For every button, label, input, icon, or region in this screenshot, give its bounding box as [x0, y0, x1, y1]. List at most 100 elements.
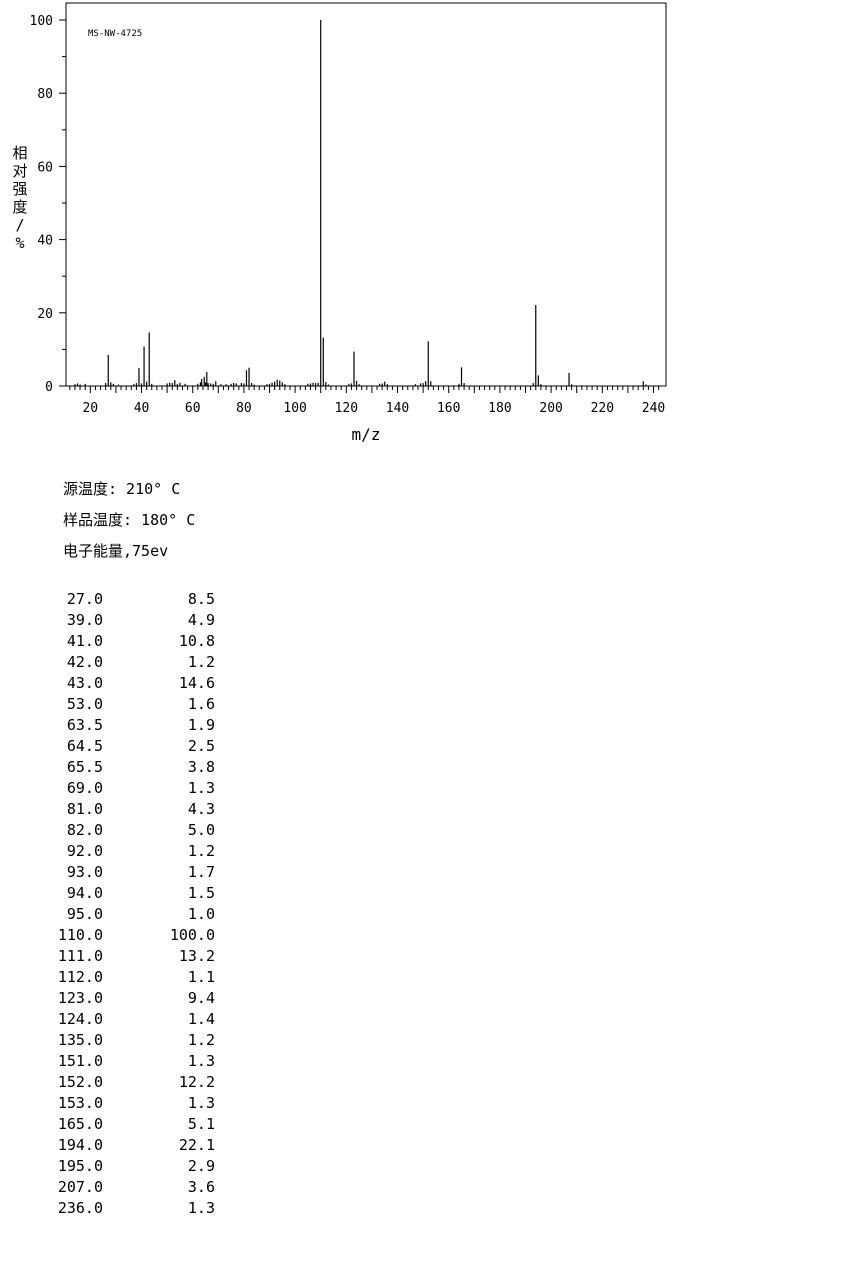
- abundance-value: 4.9: [187, 611, 215, 629]
- y-tick-label: 40: [37, 234, 53, 249]
- plot-frame: [65, 2, 667, 387]
- mz-value: 92.0: [66, 842, 103, 860]
- abundance-value: 1.6: [187, 695, 215, 713]
- table-row: 65.5 3.8: [40, 757, 215, 778]
- table-row: 123.0 9.4: [40, 988, 215, 1009]
- abundance-value: 1.9: [187, 716, 215, 734]
- table-row: 69.0 1.3: [40, 778, 215, 799]
- table-row: 111.0 13.2: [40, 946, 215, 967]
- x-tick-label: 40: [134, 401, 150, 416]
- table-row: 53.0 1.6: [40, 694, 215, 715]
- mz-value: 27.0: [66, 590, 103, 608]
- mz-value: 195.0: [57, 1157, 103, 1175]
- y-tick-label: 80: [37, 87, 53, 102]
- mz-value: 94.0: [66, 884, 103, 902]
- x-tick-label: 160: [437, 401, 460, 416]
- mz-value: 153.0: [57, 1094, 103, 1112]
- mz-value: 53.0: [66, 695, 103, 713]
- abundance-value: 12.2: [178, 1073, 215, 1091]
- mz-value: 236.0: [57, 1199, 103, 1217]
- y-axis-label: 相对强度/%: [12, 144, 27, 252]
- x-tick-label: 200: [539, 401, 562, 416]
- table-row: 207.0 3.6: [40, 1177, 215, 1198]
- x-axis-label: m/z: [352, 425, 381, 444]
- mz-value: 93.0: [66, 863, 103, 881]
- mz-value: 95.0: [66, 905, 103, 923]
- abundance-value: 5.0: [187, 821, 215, 839]
- table-row: 165.0 5.1: [40, 1114, 215, 1135]
- abundance-value: 1.3: [187, 779, 215, 797]
- table-row: 194.0 22.1: [40, 1135, 215, 1156]
- abundance-value: 100.0: [169, 926, 215, 944]
- x-tick-label: 100: [283, 401, 306, 416]
- abundance-value: 8.5: [187, 590, 215, 608]
- table-row: 43.0 14.6: [40, 673, 215, 694]
- abundance-value: 2.9: [187, 1157, 215, 1175]
- spectrum-peaks: [74, 20, 647, 386]
- table-row: 152.0 12.2: [40, 1072, 215, 1093]
- mz-value: 82.0: [66, 821, 103, 839]
- mass-spectrum-chart: 20 40 60 80 100 120 140 160 180 200 220 240 0 20 40 60…: [12, 2, 667, 444]
- mz-value: 41.0: [66, 632, 103, 650]
- y-axis-ticks: 0 20 40 60 80 100: [30, 14, 66, 395]
- table-row: 42.0 1.2: [40, 652, 215, 673]
- chart-title: MS-NW-4725: [88, 29, 142, 39]
- table-row: 110.0 100.0: [40, 925, 215, 946]
- abundance-value: 13.2: [178, 947, 215, 965]
- abundance-value: 1.3: [187, 1052, 215, 1070]
- abundance-value: 1.2: [187, 653, 215, 671]
- abundance-value: 22.1: [178, 1136, 215, 1154]
- abundance-value: 1.4: [187, 1010, 215, 1028]
- abundance-value: 10.8: [178, 632, 215, 650]
- table-row: 63.5 1.9: [40, 715, 215, 736]
- mz-value: 194.0: [57, 1136, 103, 1154]
- table-row: 151.0 1.3: [40, 1051, 215, 1072]
- x-tick-label: 20: [82, 401, 98, 416]
- mz-value: 207.0: [57, 1178, 103, 1196]
- electron-energy: 电子能量,75ev: [63, 542, 169, 560]
- mz-value: 43.0: [66, 674, 103, 692]
- mz-value: 151.0: [57, 1052, 103, 1070]
- y-tick-label: 60: [37, 160, 53, 175]
- mz-value: 135.0: [57, 1031, 103, 1049]
- table-row: 195.0 2.9: [40, 1156, 215, 1177]
- x-tick-label: 140: [386, 401, 409, 416]
- abundance-value: 5.1: [187, 1115, 215, 1133]
- mz-value: 112.0: [57, 968, 103, 986]
- mz-value: 110.0: [57, 926, 103, 944]
- table-row: 112.0 1.1: [40, 967, 215, 988]
- abundance-value: 1.0: [187, 905, 215, 923]
- mz-value: 64.5: [66, 737, 103, 755]
- table-row: 41.0 10.8: [40, 631, 215, 652]
- abundance-value: 1.1: [187, 968, 215, 986]
- y-tick-label: 20: [37, 307, 53, 322]
- abundance-value: 1.3: [187, 1199, 215, 1217]
- sample-temperature: 样品温度: 180° C: [63, 511, 196, 529]
- mz-value: 81.0: [66, 800, 103, 818]
- abundance-value: 1.7: [187, 863, 215, 881]
- x-tick-label: 180: [488, 401, 511, 416]
- table-row: 236.0 1.3: [40, 1198, 215, 1219]
- mz-value: 123.0: [57, 989, 103, 1007]
- source-temperature: 源温度: 210° C: [63, 480, 181, 498]
- table-row: 92.0 1.2: [40, 841, 215, 862]
- table-row: 135.0 1.2: [40, 1030, 215, 1051]
- abundance-value: 1.5: [187, 884, 215, 902]
- table-row: 94.0 1.5: [40, 883, 215, 904]
- mz-value: 42.0: [66, 653, 103, 671]
- mz-value: 152.0: [57, 1073, 103, 1091]
- mz-value: 63.5: [66, 716, 103, 734]
- mz-value: 69.0: [66, 779, 103, 797]
- x-axis-ticks: 20 40 60 80 100 120 140 160 180 200 220 240: [69, 386, 665, 416]
- abundance-value: 1.2: [187, 1031, 215, 1049]
- mz-value: 165.0: [57, 1115, 103, 1133]
- y-tick-label: 100: [30, 14, 53, 29]
- x-tick-label: 120: [335, 401, 358, 416]
- abundance-value: 1.3: [187, 1094, 215, 1112]
- table-row: 39.0 4.9: [40, 610, 215, 631]
- table-row: 27.0 8.5: [40, 589, 215, 610]
- abundance-value: 1.2: [187, 842, 215, 860]
- abundance-value: 3.8: [187, 758, 215, 776]
- mz-value: 65.5: [66, 758, 103, 776]
- table-row: 124.0 1.4: [40, 1009, 215, 1030]
